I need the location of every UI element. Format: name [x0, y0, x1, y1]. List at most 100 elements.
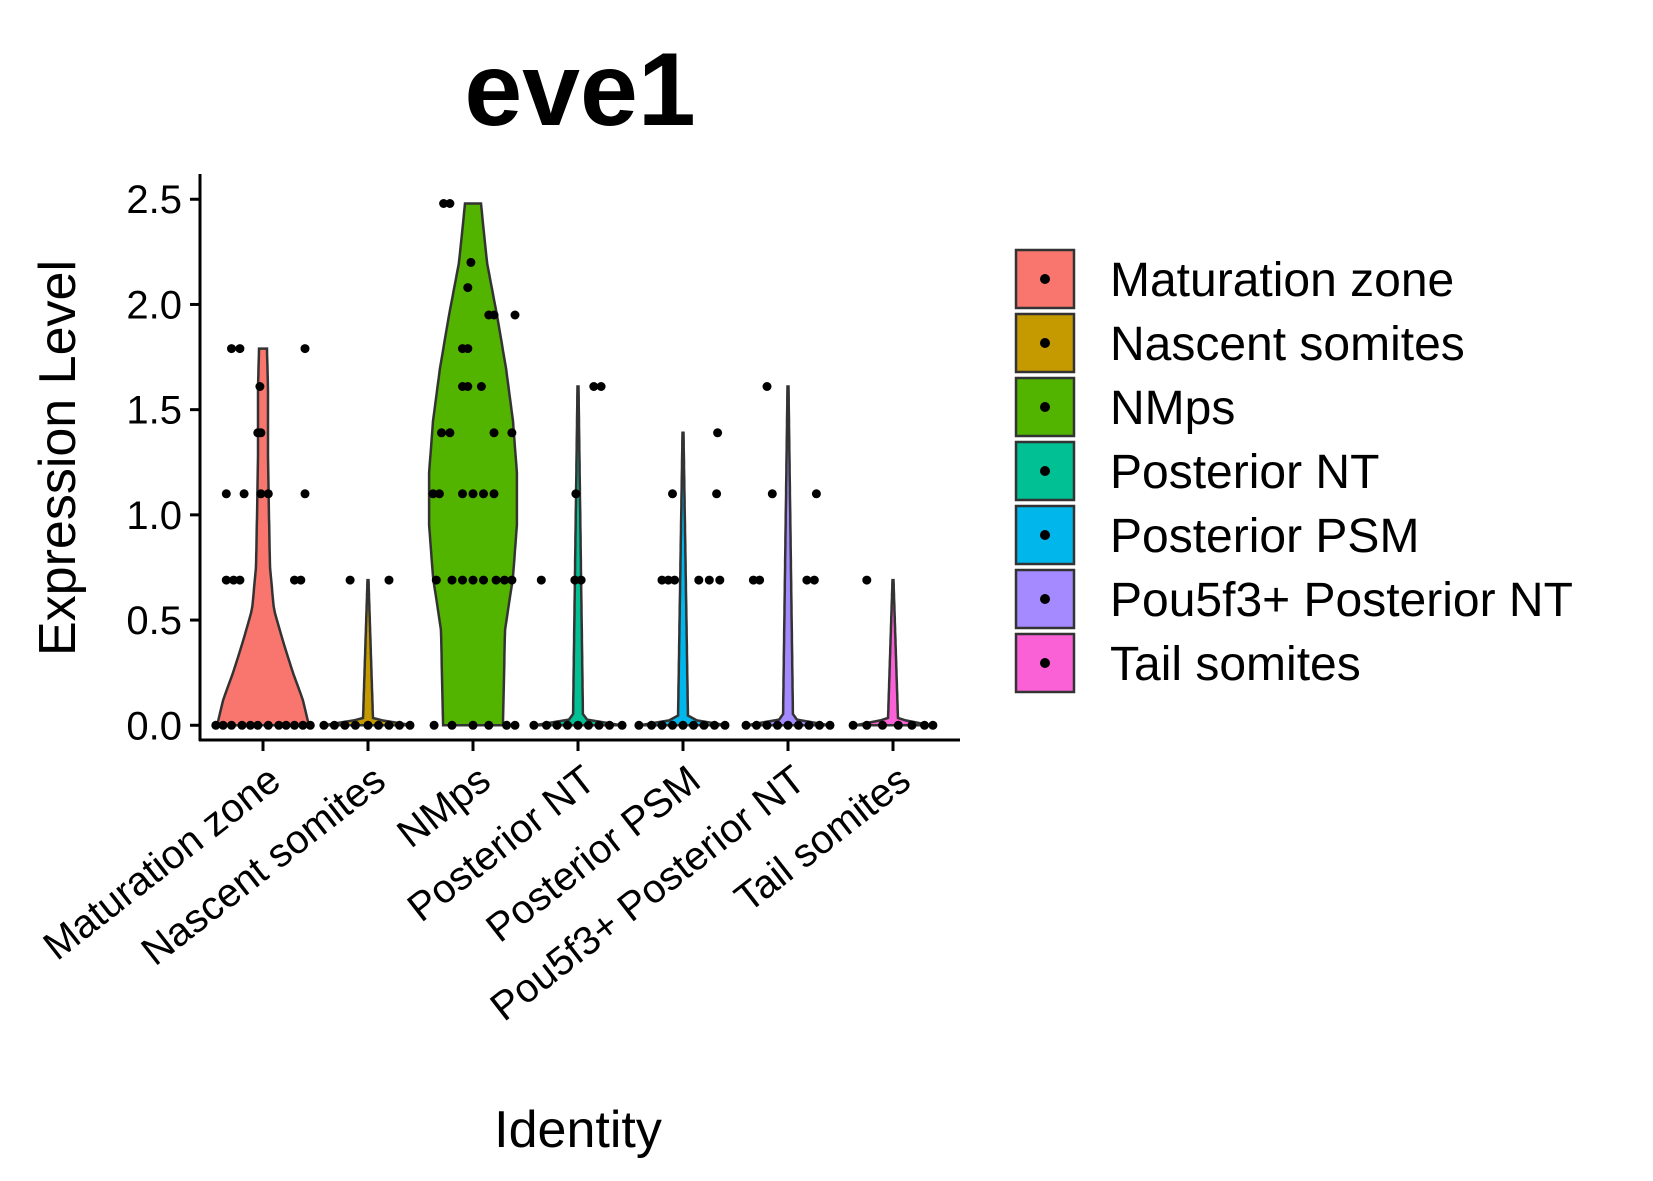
y-tick-label: 0.0 [126, 704, 182, 748]
data-point [571, 489, 581, 499]
data-point [431, 575, 441, 585]
legend-label: NMps [1110, 382, 1235, 435]
violin-maturation-zone [215, 347, 311, 727]
data-point [928, 720, 938, 730]
data-point [363, 720, 373, 730]
data-point [584, 720, 593, 730]
data-point [502, 720, 512, 730]
data-point [479, 575, 488, 585]
data-point [634, 720, 644, 730]
data-point [211, 720, 221, 730]
data-point [445, 428, 455, 438]
data-point [510, 720, 520, 730]
data-point [463, 283, 473, 293]
legend-label: Maturation zone [1110, 254, 1454, 307]
y-tick-label: 2.5 [126, 178, 182, 222]
legend: Maturation zone Nascent somites NMps Poster… [1014, 248, 1573, 694]
data-point [439, 199, 449, 208]
violin-nmps [427, 202, 519, 727]
data-point [699, 720, 709, 730]
data-point [476, 382, 486, 391]
data-point [762, 720, 772, 730]
legend-key-dot [1040, 274, 1050, 284]
data-point [755, 575, 765, 585]
data-point [253, 720, 263, 730]
data-point [720, 720, 730, 730]
data-point [395, 720, 404, 730]
data-point [437, 428, 446, 438]
data-point [542, 720, 551, 730]
data-point [235, 344, 245, 354]
legend-label: Posterior PSM [1110, 510, 1419, 563]
data-point [227, 720, 236, 730]
data-point [429, 720, 439, 730]
data-point [507, 575, 517, 585]
violin-posterior-nt [533, 385, 623, 727]
data-point [804, 720, 814, 730]
data-point [384, 720, 394, 730]
data-point [815, 720, 824, 730]
data-point [447, 575, 457, 585]
y-tick-label: 1.0 [126, 494, 182, 538]
data-point [340, 720, 350, 730]
violin-pou5f3-posterior-nt [745, 385, 831, 727]
violin-nascent-somites [322, 578, 414, 727]
data-point [350, 720, 360, 730]
data-point [281, 720, 291, 730]
data-point [468, 720, 478, 730]
data-point [434, 489, 444, 499]
data-point [536, 575, 546, 585]
data-point [678, 720, 688, 730]
data-point [563, 720, 572, 730]
data-point [329, 720, 339, 730]
data-point [489, 310, 499, 320]
data-point [468, 489, 478, 499]
data-point [218, 720, 228, 730]
data-point [710, 720, 719, 730]
data-point [668, 489, 677, 499]
data-point [458, 575, 467, 585]
y-tick-label: 0.5 [126, 599, 182, 643]
data-point [374, 720, 383, 730]
data-point [345, 575, 355, 585]
data-point [405, 720, 415, 730]
data-point [657, 575, 667, 585]
data-point [741, 720, 751, 730]
data-point [878, 720, 887, 730]
x-axis-label: Identity [494, 1101, 662, 1159]
data-point [748, 575, 758, 585]
data-point [773, 720, 782, 730]
data-point [907, 720, 917, 730]
legend-label: Pou5f3+ Posterior NT [1110, 574, 1573, 627]
data-point [229, 575, 239, 585]
data-point [466, 257, 476, 267]
legend-label: Posterior NT [1110, 446, 1379, 499]
data-point [500, 575, 509, 585]
data-point [715, 575, 725, 585]
legend-key-dot [1040, 658, 1050, 668]
data-point [263, 720, 273, 730]
violin-tail-somites [854, 578, 932, 727]
data-point [657, 720, 667, 730]
data-point [809, 575, 819, 585]
data-point [489, 489, 499, 499]
data-point [920, 720, 929, 730]
data-point [589, 382, 599, 391]
data-point [552, 720, 562, 730]
data-point [713, 428, 723, 438]
y-axis-ticks: 0.0 0.5 1.0 1.5 2.0 2.5 [126, 178, 200, 748]
data-point [227, 344, 236, 354]
data-point [596, 382, 606, 391]
data-point [300, 344, 310, 354]
data-point [255, 382, 265, 391]
data-point [647, 720, 656, 730]
data-point [274, 720, 284, 730]
data-point [468, 575, 478, 585]
data-point [594, 720, 604, 730]
data-point [463, 344, 473, 354]
data-point [507, 428, 517, 438]
data-point [529, 720, 539, 730]
legend-label: Tail somites [1110, 638, 1361, 691]
